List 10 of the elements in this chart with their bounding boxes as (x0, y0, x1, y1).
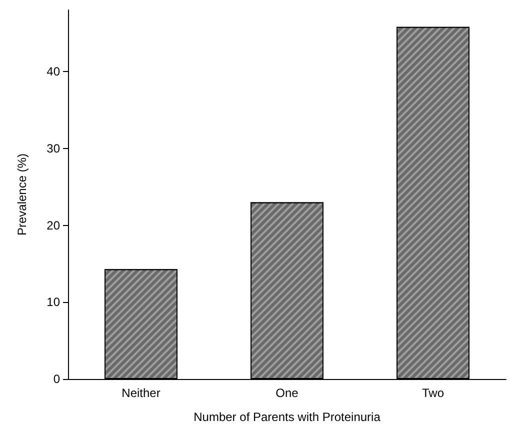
y-tick-label: 20 (46, 218, 60, 232)
y-tick-label: 0 (53, 372, 60, 386)
y-tick-label: 30 (46, 141, 60, 156)
y-tick-label: 10 (46, 295, 60, 310)
x-tick-label: One (276, 386, 299, 400)
y-tick-label: 40 (46, 64, 60, 78)
y-axis-title: Prevalence (%) (15, 153, 29, 236)
x-tick-label: Neither (122, 386, 160, 400)
x-axis-title: Number of Parents with Proteinuria (194, 410, 381, 424)
x-tick-label: Two (422, 386, 444, 400)
